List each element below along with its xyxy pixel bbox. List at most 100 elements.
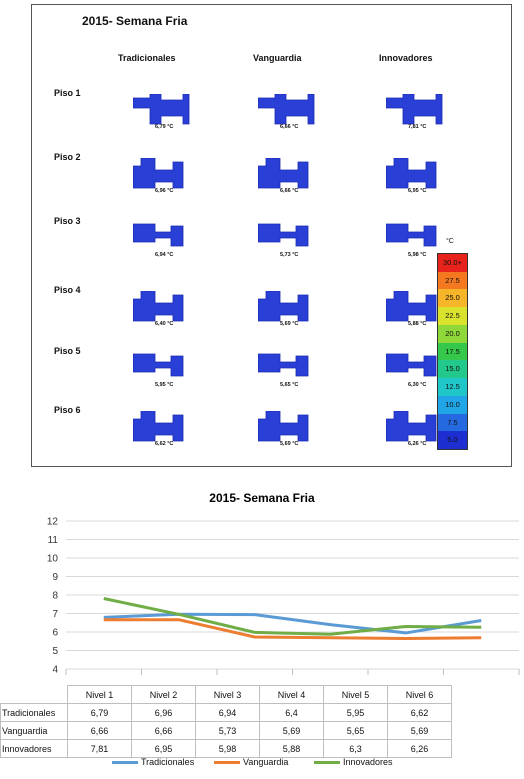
table-row: Innovadores 7,81 6,95 5,98 5,88 6,3 6,26 (0, 739, 452, 758)
floor-temperature-label: 5,69 °C (280, 441, 299, 447)
x-tick-label: Nivel 5 (323, 685, 388, 704)
floor-temperature-label: 5,73 °C (280, 252, 299, 258)
piso-label: Piso 4 (54, 285, 81, 295)
legend-color-stop: 15.0 (438, 360, 467, 379)
series-line-tradicionales (103, 612, 482, 635)
data-value-label: 5,98 (195, 739, 260, 758)
legend-color-stop: 10.0 (438, 395, 467, 414)
y-tick-label: 6 (52, 628, 58, 639)
data-value-label: 6,66 (131, 721, 196, 740)
group-header-1: Vanguardia (253, 53, 302, 63)
floor-temperature-label: 6,79 °C (155, 124, 174, 130)
floor-heatmap-shape (133, 291, 184, 322)
series-row-label: Innovadores (0, 739, 68, 758)
data-value-label: 6,62 (387, 703, 452, 722)
data-value-label: 5,69 (387, 721, 452, 740)
data-value-label: 5,73 (195, 721, 260, 740)
floor-temperature-label: 5,88 °C (408, 321, 427, 327)
data-table: Nivel 1 Nivel 2 Nivel 3 Nivel 4 Nivel 5 Nivel… (0, 685, 452, 758)
series-row-label: Vanguardia (0, 721, 68, 740)
legend-unit: °C (446, 238, 454, 245)
legend-color-stop: 5.0 (438, 431, 467, 449)
floor-heatmap-shape (258, 94, 315, 125)
y-tick-label: 10 (47, 554, 59, 565)
data-value-label: 5,69 (259, 721, 324, 740)
legend-swatch (314, 760, 340, 764)
piso-label: Piso 3 (54, 216, 81, 226)
floor-heatmap-shape (258, 291, 309, 322)
legend-color-stop: 22.5 (438, 307, 467, 325)
floor-temperature-label: 7,81 °C (408, 124, 427, 130)
data-value-label: 5,88 (259, 739, 324, 758)
data-value-label: 6,95 (131, 739, 196, 758)
data-value-label: 6,96 (131, 703, 196, 722)
floor-temperature-label: 5,95 °C (155, 382, 174, 388)
floor-heatmap-shape (133, 353, 184, 377)
legend-swatch (214, 760, 240, 764)
floor-heatmap-shape (133, 223, 184, 247)
y-tick-label: 12 (47, 517, 59, 528)
table-row: Tradicionales 6,79 6,96 6,94 6,4 5,95 6,62 (0, 703, 452, 722)
floor-temperature-label: 6,66 °C (280, 124, 299, 130)
legend-color-stop: 20.0 (438, 324, 467, 343)
data-value-label: 6,3 (323, 739, 388, 758)
x-tick-label: Nivel 2 (131, 685, 196, 704)
legend-swatch (112, 760, 138, 764)
piso-label: Piso 6 (54, 405, 81, 415)
floor-temperature-label: 6,96 °C (155, 188, 174, 194)
data-value-label: 6,94 (195, 703, 260, 722)
table-corner (1, 686, 68, 704)
floor-temperature-label: 5,98 °C (408, 252, 427, 258)
data-value-label: 6,66 (67, 721, 132, 740)
floor-heatmap-shape (258, 411, 309, 442)
floor-heatmap-shape (133, 158, 184, 189)
legend-color-stop: 27.5 (438, 271, 467, 290)
floor-heatmap-shape (386, 411, 437, 442)
legend-label: Vanguardia (243, 757, 289, 767)
floor-temperature-label: 5,69 °C (280, 321, 299, 327)
floor-heatmap-shape (258, 158, 309, 189)
y-tick-label: 8 (52, 591, 58, 602)
group-header-2: Innovadores (379, 53, 433, 63)
data-value-label: 7,81 (67, 739, 132, 758)
floor-heatmap-shape (386, 94, 443, 125)
floor-heatmap-shape (258, 223, 309, 247)
y-tick-label: 7 (52, 609, 58, 620)
data-value-label: 6,26 (387, 739, 452, 758)
x-tick-label: Nivel 6 (387, 685, 452, 704)
data-value-label: 5,65 (323, 721, 388, 740)
x-tick-label: Nivel 3 (195, 685, 260, 704)
y-tick-label: 9 (52, 572, 58, 583)
floor-temperature-label: 6,94 °C (155, 252, 174, 258)
data-value-label: 6,4 (259, 703, 324, 722)
x-tick-label: Nivel 4 (259, 685, 324, 704)
floor-temperature-label: 6,30 °C (408, 382, 427, 388)
floor-heatmap-shape (133, 411, 184, 442)
line-chart: 2015- Semana Fria 4 5 6 7 8 9 10 11 12 (47, 491, 520, 676)
heatmap-title: 2015- Semana Fria (82, 14, 188, 28)
floor-temperature-label: 5,65 °C (280, 382, 299, 388)
series-line-vanguardia (103, 618, 482, 640)
y-tick-label: 11 (48, 535, 59, 546)
piso-label: Piso 1 (54, 88, 81, 98)
legend-label: Tradicionales (141, 757, 195, 767)
data-value-label: 6,79 (67, 703, 132, 722)
legend-entry: Innovadores (314, 757, 393, 767)
piso-label: Piso 5 (54, 346, 81, 356)
table-row: Vanguardia 6,66 6,66 5,73 5,69 5,65 5,69 (0, 721, 452, 740)
legend-label: Innovadores (343, 757, 393, 767)
legend-color-stop: 12.5 (438, 378, 467, 396)
group-header-0: Tradicionales (118, 53, 176, 63)
series-line-innovadores (103, 597, 482, 636)
floor-heatmap-shape (386, 291, 437, 322)
legend-color-stop: 17.5 (438, 342, 467, 361)
floor-temperature-label: 6,62 °C (155, 441, 174, 447)
floor-heatmap-shape (386, 158, 437, 189)
data-value-label: 5,95 (323, 703, 388, 722)
piso-label: Piso 2 (54, 152, 81, 162)
series-row-label: Tradicionales (0, 703, 68, 722)
floor-heatmap-shape (258, 353, 309, 377)
chart-title: 2015- Semana Fria (209, 491, 315, 505)
floor-heatmap-shape (133, 94, 190, 125)
y-tick-label: 5 (52, 646, 58, 657)
